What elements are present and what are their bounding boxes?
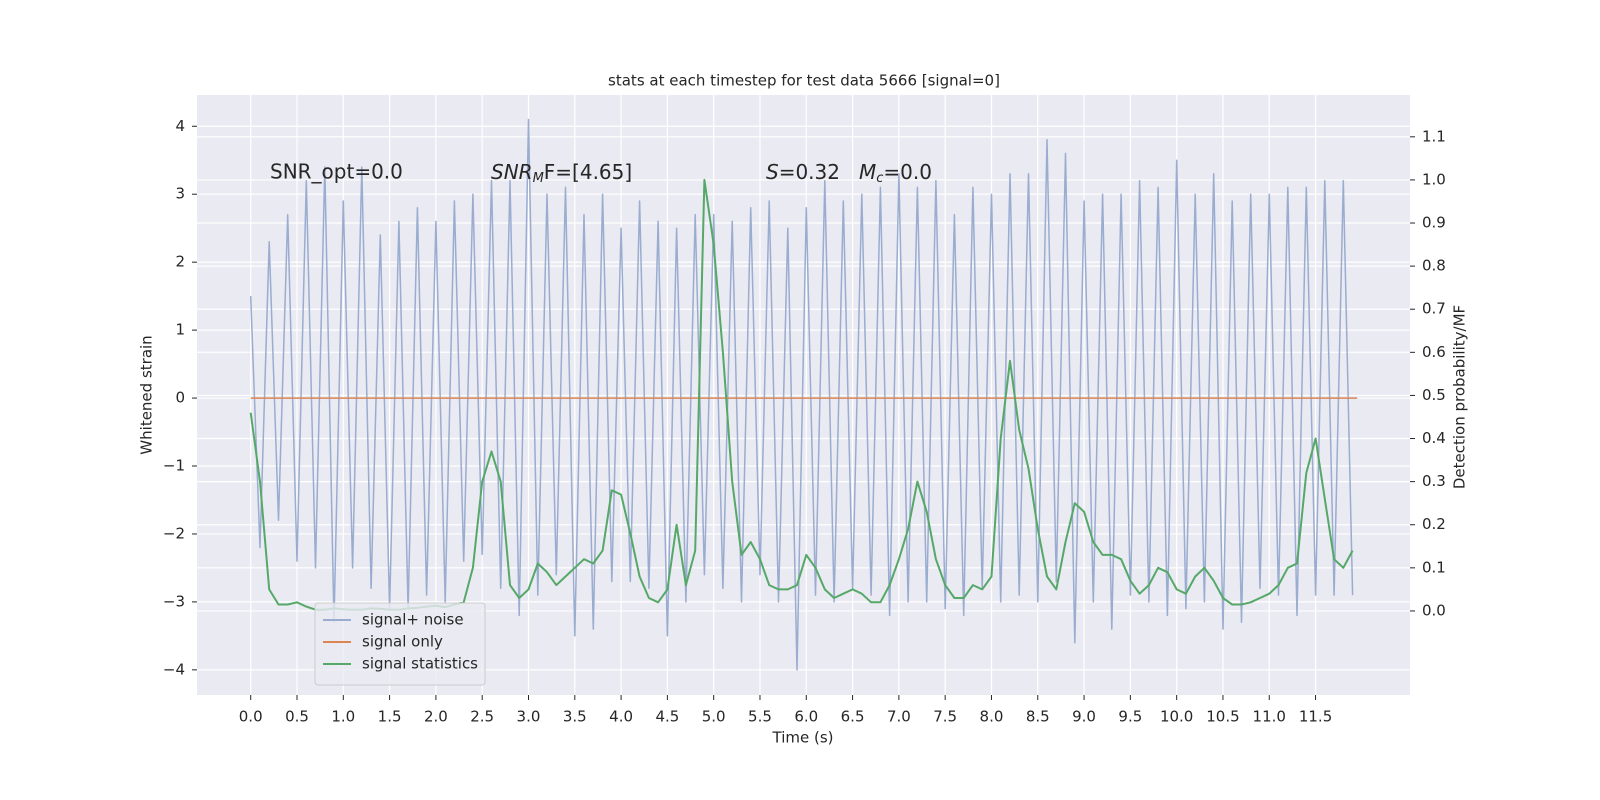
- chart-title: stats at each timestep for test data 566…: [608, 72, 1000, 90]
- annotation-part: F=[4.65]: [544, 160, 632, 184]
- legend-box: [314, 602, 486, 686]
- y2-tick-label: 0.0: [1422, 601, 1446, 619]
- x-tick-label: 11.0: [1253, 708, 1286, 726]
- annotation-part: SNR: [491, 160, 533, 184]
- y-tick-label: −4: [163, 660, 185, 678]
- y-tick-label: 3: [175, 185, 185, 203]
- legend-label: signal only: [362, 633, 443, 651]
- y2-tick-label: 0.3: [1422, 472, 1446, 490]
- series-line: [249, 118, 1354, 671]
- y2-tick-label: 0.4: [1422, 429, 1446, 447]
- legend: signal+ noise signal only signal statistic…: [314, 602, 486, 686]
- annotation-part: c: [876, 171, 883, 186]
- y-tick-label: 2: [175, 253, 185, 271]
- x-tick-label: 1.5: [378, 708, 402, 726]
- y-tick-label: −1: [163, 457, 185, 475]
- y2-tick-label: 1.1: [1422, 127, 1446, 145]
- annotation-part: M: [859, 160, 876, 184]
- x-tick-label: 0.0: [239, 708, 263, 726]
- annotation: Mc=0.0: [859, 160, 932, 186]
- x-tick-label: 3.5: [563, 708, 587, 726]
- x-tick-label: 4.0: [609, 708, 633, 726]
- x-tick-label: 5.0: [702, 708, 726, 726]
- y2-tick-label: 0.6: [1422, 343, 1446, 361]
- x-tick-label: 0.5: [285, 708, 309, 726]
- y2-tick-label: 0.8: [1422, 257, 1446, 275]
- x-tick-label: 2.5: [470, 708, 494, 726]
- x-tick-label: 8.5: [1026, 708, 1050, 726]
- x-tick-label: 7.0: [887, 708, 911, 726]
- y2-tick-label: 0.1: [1422, 558, 1446, 576]
- x-tick-label: 1.0: [331, 708, 355, 726]
- x-tick-label: 9.5: [1118, 708, 1142, 726]
- x-tick-label: 10.5: [1206, 708, 1239, 726]
- y2-tick-label: 0.9: [1422, 214, 1446, 232]
- x-tick-label: 11.5: [1299, 708, 1332, 726]
- x-tick-label: 7.5: [933, 708, 957, 726]
- legend-label: signal+ noise: [362, 611, 464, 629]
- y-tick-label: 1: [175, 321, 185, 339]
- annotation-part: M: [533, 171, 544, 186]
- x-tick-label: 6.0: [794, 708, 818, 726]
- y-tick-label: −2: [163, 524, 185, 542]
- x-axis-label: Time (s): [772, 729, 834, 747]
- y-tick-label: −3: [163, 592, 185, 610]
- annotation-part: S: [766, 160, 779, 184]
- annotation-part: =0.32: [779, 160, 840, 184]
- y2-tick-label: 0.7: [1422, 300, 1446, 318]
- x-tick-label: 6.5: [841, 708, 865, 726]
- annotation-part: =0.0: [883, 160, 932, 184]
- x-tick-label: 3.0: [517, 708, 541, 726]
- x-tick-label: 2.0: [424, 708, 448, 726]
- y2-tick-label: 1.0: [1422, 170, 1446, 188]
- x-tick-label: 8.0: [980, 708, 1004, 726]
- x-tick-label: 10.0: [1160, 708, 1193, 726]
- annotation: SNRMF=[4.65]: [491, 160, 632, 186]
- x-tick-label: 9.0: [1072, 708, 1096, 726]
- y2-tick-label: 0.2: [1422, 515, 1446, 533]
- y2-axis-label: Detection probability/MF: [1451, 305, 1469, 489]
- y2-tick-label: 0.5: [1422, 386, 1446, 404]
- y-axis-label: Whitened strain: [138, 335, 156, 454]
- x-tick-label: 4.5: [655, 708, 679, 726]
- legend-label: signal statistics: [362, 655, 478, 673]
- annotation: SNR_opt=0.0: [270, 160, 403, 184]
- y-tick-label: 4: [175, 117, 185, 135]
- y-tick-label: 0: [175, 389, 185, 407]
- x-tick-label: 5.5: [748, 708, 772, 726]
- annotation: S=0.32: [766, 160, 840, 184]
